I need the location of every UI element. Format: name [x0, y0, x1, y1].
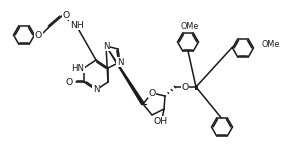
Text: OMe: OMe	[262, 40, 280, 49]
Text: O: O	[62, 11, 70, 20]
Text: O: O	[148, 89, 156, 98]
Text: OMe: OMe	[181, 22, 199, 31]
Text: O: O	[66, 78, 73, 86]
Text: N: N	[103, 41, 109, 50]
Text: HN: HN	[71, 63, 84, 73]
Text: O: O	[182, 82, 189, 91]
Polygon shape	[106, 46, 144, 105]
Text: N: N	[117, 58, 123, 66]
Text: N: N	[93, 86, 99, 95]
Text: O: O	[35, 30, 42, 40]
Text: OH: OH	[154, 116, 168, 126]
Text: NH: NH	[70, 21, 84, 29]
